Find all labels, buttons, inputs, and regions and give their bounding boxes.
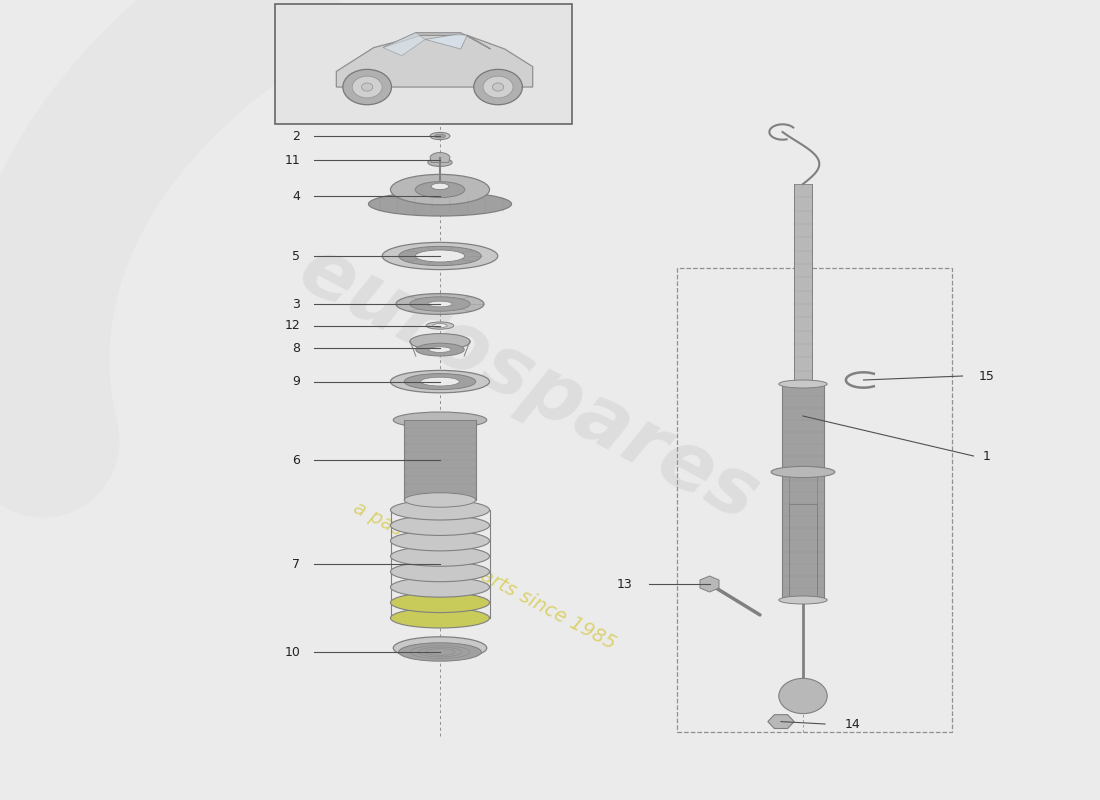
- Ellipse shape: [390, 577, 490, 597]
- Ellipse shape: [390, 593, 490, 613]
- Text: 5: 5: [293, 250, 300, 262]
- Polygon shape: [700, 576, 719, 592]
- Ellipse shape: [416, 182, 464, 198]
- Polygon shape: [337, 35, 532, 87]
- Polygon shape: [425, 34, 468, 49]
- Polygon shape: [383, 33, 491, 49]
- Text: 8: 8: [293, 342, 300, 354]
- Ellipse shape: [398, 643, 482, 661]
- Text: 3: 3: [293, 298, 300, 310]
- Ellipse shape: [368, 192, 512, 216]
- Polygon shape: [405, 420, 475, 500]
- Ellipse shape: [428, 301, 452, 306]
- Ellipse shape: [390, 370, 490, 393]
- Circle shape: [493, 83, 504, 91]
- Text: 9: 9: [293, 375, 300, 388]
- Ellipse shape: [394, 637, 486, 659]
- Ellipse shape: [394, 412, 486, 428]
- Text: 13: 13: [617, 578, 632, 590]
- Circle shape: [362, 83, 373, 91]
- Ellipse shape: [398, 246, 482, 266]
- Text: 15: 15: [979, 370, 994, 382]
- Ellipse shape: [390, 608, 490, 628]
- Ellipse shape: [390, 546, 490, 566]
- Ellipse shape: [390, 515, 490, 535]
- Text: a passion for parts since 1985: a passion for parts since 1985: [350, 498, 618, 654]
- Ellipse shape: [390, 174, 490, 205]
- Ellipse shape: [420, 378, 460, 386]
- Ellipse shape: [431, 183, 449, 190]
- Circle shape: [343, 70, 392, 105]
- Ellipse shape: [427, 322, 453, 330]
- Circle shape: [483, 76, 513, 98]
- Ellipse shape: [771, 466, 835, 478]
- Polygon shape: [794, 184, 812, 384]
- Text: 6: 6: [293, 454, 300, 466]
- Ellipse shape: [405, 493, 475, 507]
- Ellipse shape: [416, 250, 464, 262]
- Text: 2: 2: [293, 130, 300, 142]
- Text: eurospares: eurospares: [285, 230, 771, 538]
- Text: 14: 14: [845, 718, 860, 730]
- Text: 12: 12: [285, 319, 300, 332]
- Text: 4: 4: [293, 190, 300, 202]
- Circle shape: [779, 678, 827, 714]
- Ellipse shape: [416, 343, 464, 356]
- Ellipse shape: [434, 134, 446, 138]
- Ellipse shape: [390, 500, 490, 520]
- Ellipse shape: [409, 334, 471, 350]
- Bar: [676, 268, 952, 732]
- Text: 7: 7: [293, 558, 300, 570]
- Circle shape: [474, 70, 522, 105]
- Polygon shape: [768, 714, 794, 729]
- Polygon shape: [383, 33, 425, 56]
- Text: 10: 10: [285, 646, 300, 658]
- Ellipse shape: [405, 374, 475, 390]
- Ellipse shape: [779, 380, 827, 388]
- Circle shape: [352, 76, 382, 98]
- Text: 11: 11: [285, 154, 300, 166]
- Polygon shape: [430, 153, 450, 162]
- Ellipse shape: [779, 596, 827, 604]
- Ellipse shape: [390, 531, 490, 551]
- Ellipse shape: [390, 562, 490, 582]
- Text: 1: 1: [982, 450, 990, 462]
- Ellipse shape: [409, 297, 471, 311]
- Ellipse shape: [383, 242, 497, 270]
- Ellipse shape: [396, 294, 484, 314]
- Polygon shape: [790, 504, 816, 600]
- Polygon shape: [782, 384, 824, 600]
- Ellipse shape: [430, 132, 450, 139]
- Bar: [275, 4, 572, 124]
- Ellipse shape: [429, 346, 451, 352]
- Ellipse shape: [428, 158, 452, 166]
- Ellipse shape: [432, 323, 447, 328]
